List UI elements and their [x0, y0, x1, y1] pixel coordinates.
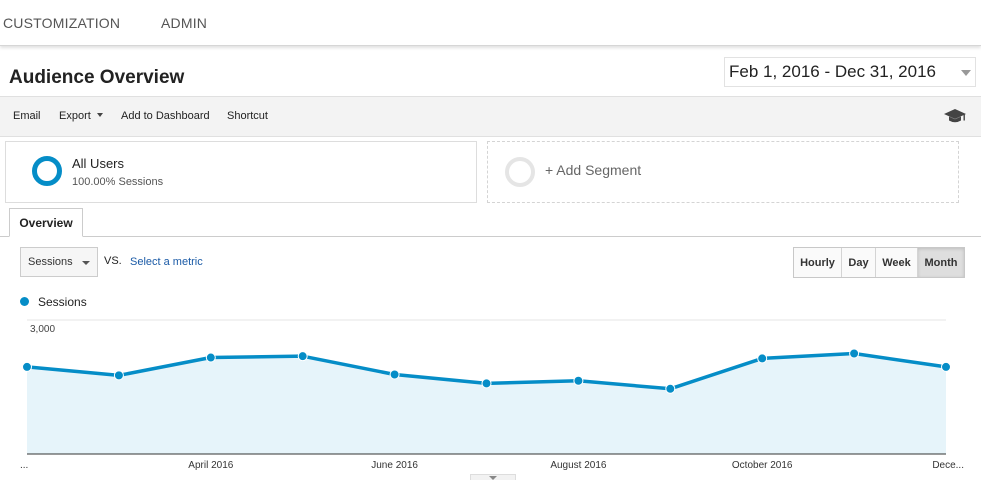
sessions-point[interactable] — [297, 351, 308, 362]
legend-dot-icon — [20, 297, 29, 306]
top-navigation: CUSTOMIZATION ADMIN — [0, 0, 981, 46]
chevron-down-icon — [82, 261, 90, 265]
sessions-point[interactable] — [849, 348, 860, 359]
granularity-day-button[interactable]: Day — [842, 248, 876, 277]
legend-label: Sessions — [38, 295, 87, 309]
nav-admin[interactable]: ADMIN — [161, 15, 208, 31]
tab-overview[interactable]: Overview — [9, 208, 83, 237]
page-title: Audience Overview — [9, 67, 185, 88]
add-to-dashboard-button[interactable]: Add to Dashboard — [121, 110, 210, 122]
tab-divider — [0, 236, 981, 237]
granularity-month-button[interactable]: Month — [918, 248, 964, 277]
sessions-point[interactable] — [389, 369, 400, 380]
empty-segment-ring-icon — [505, 157, 535, 187]
segment-ring-icon — [32, 156, 62, 186]
graduation-cap-icon[interactable] — [943, 106, 967, 126]
export-label: Export — [59, 110, 91, 122]
segment-name: All Users — [72, 156, 125, 171]
metric-select[interactable]: Sessions — [20, 247, 98, 277]
nav-customization[interactable]: CUSTOMIZATION — [3, 15, 121, 31]
x-tick-label: October 2016 — [732, 460, 793, 471]
vs-label: VS. — [104, 255, 122, 267]
add-segment-button[interactable]: + Add Segment — [487, 141, 959, 203]
add-segment-label: + Add Segment — [545, 162, 642, 178]
email-button[interactable]: Email — [13, 110, 41, 122]
sessions-area — [27, 353, 946, 454]
x-tick-label: ... — [20, 460, 28, 471]
date-range-picker[interactable]: Feb 1, 2016 - Dec 31, 2016 — [724, 57, 976, 87]
sessions-point[interactable] — [941, 361, 951, 372]
sessions-point[interactable] — [113, 370, 124, 381]
x-tick-label: August 2016 — [550, 460, 607, 471]
date-range-value: Feb 1, 2016 - Dec 31, 2016 — [729, 62, 936, 81]
export-button[interactable]: Export — [59, 110, 103, 122]
segment-sessions-share: 100.00% Sessions — [72, 176, 164, 188]
segment-all-users[interactable]: All Users 100.00% Sessions — [5, 141, 477, 203]
chart-resize-handle[interactable] — [470, 474, 516, 480]
y-tick-label: 3,000 — [30, 324, 55, 335]
chevron-down-icon — [961, 70, 971, 76]
sessions-point[interactable] — [481, 378, 492, 389]
sessions-point[interactable] — [757, 353, 768, 364]
granularity-hourly-button[interactable]: Hourly — [794, 248, 842, 277]
x-tick-label: Dece... — [932, 460, 964, 471]
select-metric-link[interactable]: Select a metric — [130, 256, 203, 268]
granularity-week-button[interactable]: Week — [876, 248, 918, 277]
sessions-point[interactable] — [22, 361, 32, 372]
x-tick-label: June 2016 — [371, 460, 418, 471]
granularity-toggle: Hourly Day Week Month — [793, 247, 965, 278]
chart-legend: Sessions — [20, 295, 87, 309]
metric-select-value: Sessions — [28, 256, 73, 268]
report-toolbar: Email Export Add to Dashboard Shortcut — [0, 96, 981, 137]
shortcut-button[interactable]: Shortcut — [227, 110, 268, 122]
chevron-down-icon — [96, 113, 103, 117]
sessions-point[interactable] — [665, 383, 676, 394]
x-tick-label: April 2016 — [188, 460, 233, 471]
chevron-down-icon — [489, 476, 497, 480]
sessions-point[interactable] — [205, 352, 216, 363]
sessions-point[interactable] — [573, 375, 584, 386]
